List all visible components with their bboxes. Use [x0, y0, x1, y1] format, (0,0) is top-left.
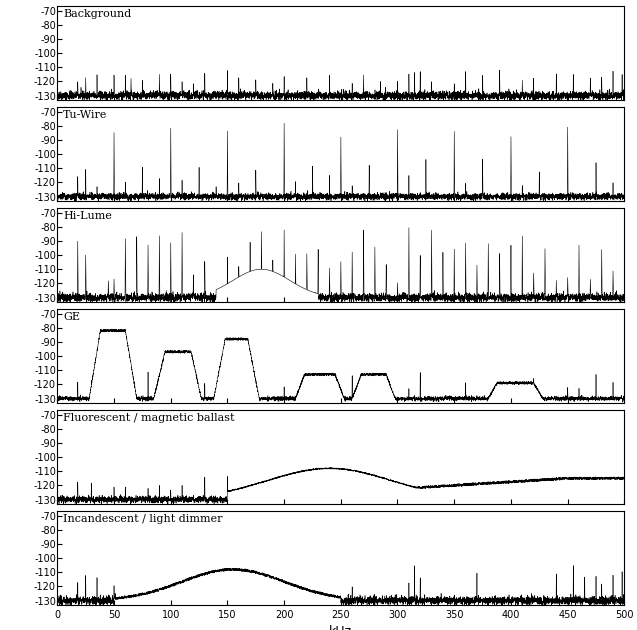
Text: Incandescent / light dimmer: Incandescent / light dimmer [63, 514, 222, 524]
Text: Hi-Lume: Hi-Lume [63, 211, 112, 221]
Text: Tu-Wire: Tu-Wire [63, 110, 108, 120]
Text: Background: Background [63, 9, 131, 19]
Text: GE: GE [63, 312, 80, 322]
X-axis label: kHz: kHz [329, 625, 352, 630]
Text: Fluorescent / magnetic ballast: Fluorescent / magnetic ballast [63, 413, 234, 423]
